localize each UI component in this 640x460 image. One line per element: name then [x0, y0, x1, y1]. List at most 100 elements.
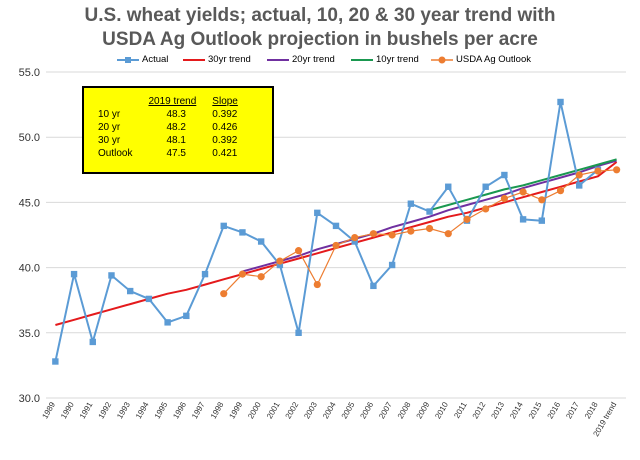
x-tick-label: 1995 — [153, 400, 170, 420]
y-tick-label: 45.0 — [19, 197, 40, 209]
data-point-usda-ag-outlook — [425, 224, 434, 233]
data-point-usda-ag-outlook — [294, 247, 303, 255]
series-markers — [52, 98, 621, 365]
x-tick-label: 2005 — [340, 400, 357, 420]
x-tick-label: 2006 — [358, 400, 375, 420]
data-point-usda-ag-outlook — [463, 215, 471, 223]
x-tick-label: 2012 — [471, 400, 488, 420]
chart-title-line-1: U.S. wheat yields; actual, 10, 20 & 30 y… — [84, 5, 556, 26]
x-tick-label: 1990 — [59, 400, 76, 420]
data-point-actual — [557, 98, 564, 106]
legend-label-20yr-trend: 20yr trend — [292, 54, 335, 65]
stats-row-20yr: 20 yr 48.2 0.426 — [90, 121, 246, 134]
stats-header-trend: 2019 trend — [148, 95, 197, 107]
x-tick-label: 2016 — [546, 400, 563, 420]
legend-label-actual: Actual — [142, 54, 169, 65]
x-tick-label: 2017 — [564, 400, 581, 420]
stats-cell-trend: 48.3 — [166, 109, 186, 120]
data-point-usda-ag-outlook — [369, 230, 378, 238]
stats-row-outlook: Outlook 47.5 0.421 — [90, 147, 246, 160]
stats-cell-label: 20 yr — [98, 122, 121, 133]
x-tick-label: 1992 — [97, 400, 114, 420]
data-point-actual — [70, 270, 78, 278]
data-point-actual — [89, 338, 96, 346]
data-point-actual — [257, 238, 265, 245]
data-point-actual — [576, 182, 583, 189]
data-point-actual — [201, 270, 209, 278]
data-point-usda-ag-outlook — [444, 230, 452, 238]
legend-swatch-20yr-trend — [267, 59, 289, 61]
x-tick-label: 1998 — [209, 400, 226, 420]
data-point-usda-ag-outlook — [407, 227, 415, 235]
legend-label-10yr-trend: 10yr trend — [376, 54, 419, 65]
data-point-actual — [108, 272, 115, 279]
data-point-usda-ag-outlook — [351, 234, 359, 242]
data-point-actual — [126, 287, 134, 295]
stats-header-row: 2019 trend Slope — [90, 94, 246, 108]
x-tick-label: 2001 — [265, 400, 282, 420]
y-tick-label: 30.0 — [19, 393, 40, 405]
legend-label-usda-ag-outlook: USDA Ag Outlook — [456, 54, 531, 65]
stats-cell-trend: 48.1 — [166, 135, 186, 146]
data-point-usda-ag-outlook — [538, 196, 546, 204]
stats-row-30yr: 30 yr 48.1 0.392 — [90, 134, 246, 147]
series-line-usda-ag-outlook — [223, 169, 617, 295]
data-point-usda-ag-outlook — [482, 205, 490, 213]
x-tick-label: 2013 — [489, 400, 506, 420]
y-tick-label: 40.0 — [19, 263, 40, 275]
data-point-actual — [332, 222, 340, 230]
data-point-usda-ag-outlook — [556, 187, 565, 195]
data-point-usda-ag-outlook — [613, 166, 621, 174]
x-tick-label: 1991 — [78, 400, 95, 420]
data-point-usda-ag-outlook — [594, 167, 602, 175]
stats-cell-label: 30 yr — [98, 135, 121, 146]
x-tick-label: 1989 — [40, 400, 57, 420]
data-point-actual — [239, 229, 246, 236]
data-point-actual — [519, 216, 527, 223]
data-point-actual — [276, 261, 284, 269]
trend-stats-table: 2019 trend Slope 10 yr 48.3 0.392 20 yr … — [90, 94, 246, 160]
data-point-usda-ag-outlook — [332, 241, 340, 250]
stats-cell-trend: 47.5 — [166, 148, 186, 159]
stats-header-blank — [90, 94, 140, 108]
x-tick-label: 1996 — [171, 400, 188, 420]
x-tick-label: 2007 — [377, 400, 394, 420]
x-tick-label: 2018 — [583, 400, 600, 420]
trend-stats-box: 2019 trend Slope 10 yr 48.3 0.392 20 yr … — [82, 86, 274, 174]
data-point-actual — [482, 183, 489, 190]
data-point-usda-ag-outlook — [220, 290, 228, 298]
x-tick-label: 2015 — [527, 400, 544, 420]
data-point-actual — [445, 183, 452, 190]
x-tick-label: 2000 — [246, 400, 263, 420]
data-point-actual — [145, 295, 153, 303]
y-tick-label: 50.0 — [19, 132, 40, 144]
data-point-usda-ag-outlook — [238, 270, 247, 278]
data-point-actual — [426, 208, 433, 215]
data-point-usda-ag-outlook — [276, 257, 284, 265]
x-tick-label: 1994 — [134, 400, 151, 420]
x-tick-label: 2004 — [321, 400, 338, 420]
data-point-actual — [388, 261, 396, 269]
series-line-10yr-trend — [429, 158, 617, 212]
data-point-actual — [220, 222, 227, 230]
legend-swatch-10yr-trend — [351, 59, 373, 61]
data-point-actual — [351, 238, 358, 245]
data-point-actual — [52, 358, 59, 365]
data-point-usda-ag-outlook — [313, 280, 321, 289]
data-point-usda-ag-outlook — [257, 273, 265, 281]
data-point-actual — [407, 200, 415, 207]
data-point-usda-ag-outlook — [388, 231, 396, 239]
x-tick-label: 1999 — [227, 400, 244, 420]
stats-header-slope: Slope — [212, 95, 238, 107]
y-tick-label: 55.0 — [19, 67, 40, 79]
chart-legend: Actual 30yr trend 20yr trend 10yr trend — [0, 50, 640, 70]
data-point-actual — [501, 171, 508, 179]
chart-title-line-2: USDA Ag Outlook projection in bushels pe… — [102, 29, 538, 50]
y-tick-label: 35.0 — [19, 328, 40, 340]
data-point-actual — [295, 329, 302, 336]
x-tick-label: 2008 — [396, 400, 413, 420]
legend-swatch-actual — [117, 57, 139, 63]
data-point-actual — [538, 217, 546, 224]
